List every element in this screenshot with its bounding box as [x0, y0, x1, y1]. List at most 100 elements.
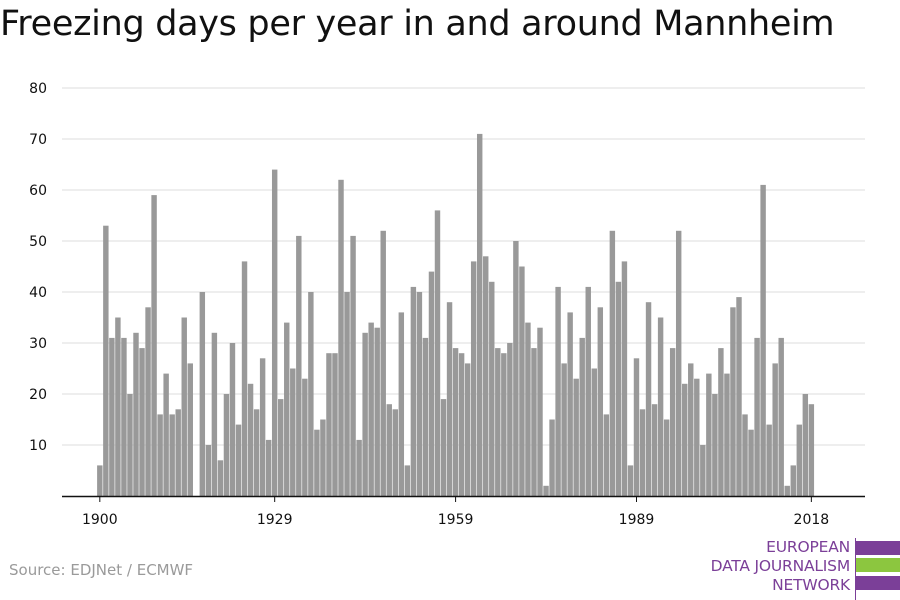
bar-1969: [513, 241, 519, 496]
bar-1968: [507, 343, 513, 496]
bar-1976: [555, 286, 561, 496]
bar-1992: [651, 404, 658, 496]
y-axis-labels: 10 20 30 40 50 60 70 80: [29, 81, 47, 454]
bar-1989: [633, 358, 640, 496]
bar-1954: [422, 337, 429, 496]
bar-2004: [724, 373, 730, 496]
bar-1913: [175, 409, 181, 496]
bar-1901: [103, 225, 109, 496]
bar-1905: [127, 394, 133, 496]
bar-2012: [772, 363, 778, 496]
bar-1953: [416, 292, 423, 496]
bar-1914: [181, 317, 187, 496]
bar-1921: [223, 394, 230, 496]
bar-1993: [657, 317, 664, 496]
bar-2016: [796, 424, 803, 496]
y-tick-label-80: 80: [29, 81, 47, 97]
y-tick-label-70: 70: [29, 132, 47, 148]
bar-1908: [145, 307, 151, 496]
bar-2000: [700, 445, 706, 496]
bar-1943: [356, 439, 362, 496]
bar-2001: [706, 373, 712, 496]
bars: [97, 133, 815, 497]
bar-1950: [398, 312, 405, 496]
bar-1922: [229, 343, 236, 496]
bar-1960: [458, 353, 465, 496]
bar-2008: [748, 429, 754, 496]
bar-2002: [712, 394, 718, 496]
bar-1929: [271, 169, 278, 496]
bar-1973: [537, 327, 543, 496]
bar-1925: [247, 383, 254, 496]
bar-1907: [139, 348, 145, 496]
bar-1982: [591, 368, 597, 496]
bar-1996: [675, 230, 682, 497]
bar-1948: [386, 404, 392, 496]
bar-2014: [784, 485, 790, 496]
bar-1920: [217, 460, 224, 496]
bar-1940: [338, 179, 344, 497]
chart-title: Freezing days per year in and around Man…: [0, 4, 835, 44]
bar-1946: [374, 327, 380, 496]
bar-1983: [597, 307, 604, 496]
bar-1923: [235, 424, 242, 496]
bar-1995: [669, 348, 676, 496]
logo-text-line-2: DATA JOURNALISM: [710, 557, 851, 575]
bar-1918: [205, 445, 212, 496]
bar-1939: [332, 353, 338, 496]
bar-1900: [97, 465, 103, 496]
bar-1957: [440, 399, 447, 496]
logo-text-line-3: NETWORK: [772, 576, 850, 594]
bar-1947: [380, 230, 386, 497]
bar-1981: [585, 286, 591, 496]
bar-2007: [742, 414, 748, 496]
bar-2006: [736, 297, 742, 496]
bar-1930: [278, 399, 284, 496]
bar-1915: [187, 363, 193, 496]
bar-1997: [682, 383, 688, 496]
bar-1951: [404, 465, 411, 496]
bar-1955: [428, 271, 435, 496]
edjnet-logo: EUROPEAN DATA JOURNALISM NETWORK: [700, 538, 900, 600]
bar-1971: [525, 322, 531, 496]
bar-1910: [157, 414, 163, 496]
bar-2005: [730, 307, 736, 496]
bar-1941: [344, 292, 350, 496]
bar-1961: [464, 363, 471, 496]
bar-2010: [760, 184, 766, 496]
y-tick-label-50: 50: [29, 234, 47, 250]
bar-1970: [519, 266, 525, 496]
bar-1903: [115, 317, 121, 496]
bar-1933: [296, 235, 302, 496]
bar-1932: [290, 368, 296, 496]
bar-1934: [302, 378, 308, 496]
bar-1975: [549, 419, 555, 496]
bar-1938: [326, 353, 332, 496]
bar-1965: [489, 281, 495, 496]
bar-1980: [579, 337, 585, 496]
logo-divider: [855, 538, 856, 600]
bar-1956: [434, 210, 441, 496]
logo-bar-green-middle: [856, 558, 900, 572]
bar-2009: [754, 337, 760, 496]
bar-1949: [392, 409, 398, 496]
bar-1999: [694, 378, 700, 496]
bar-1928: [265, 439, 272, 496]
bar-1942: [350, 235, 356, 496]
source-note: Source: EDJNet / ECMWF: [9, 561, 194, 579]
bar-1945: [368, 322, 374, 496]
logo-bar-purple-bottom: [856, 576, 900, 590]
bar-1937: [320, 419, 326, 496]
bar-1936: [314, 429, 320, 496]
bar-1966: [495, 348, 501, 496]
bar-1926: [253, 409, 260, 496]
bar-1977: [561, 363, 567, 496]
bar-1986: [615, 281, 622, 496]
bar-2015: [790, 465, 796, 496]
bar-1909: [151, 195, 157, 496]
bar-1974: [543, 485, 549, 496]
bar-1904: [121, 337, 127, 496]
y-tick-label-40: 40: [29, 285, 47, 301]
y-tick-label-10: 10: [29, 438, 47, 454]
